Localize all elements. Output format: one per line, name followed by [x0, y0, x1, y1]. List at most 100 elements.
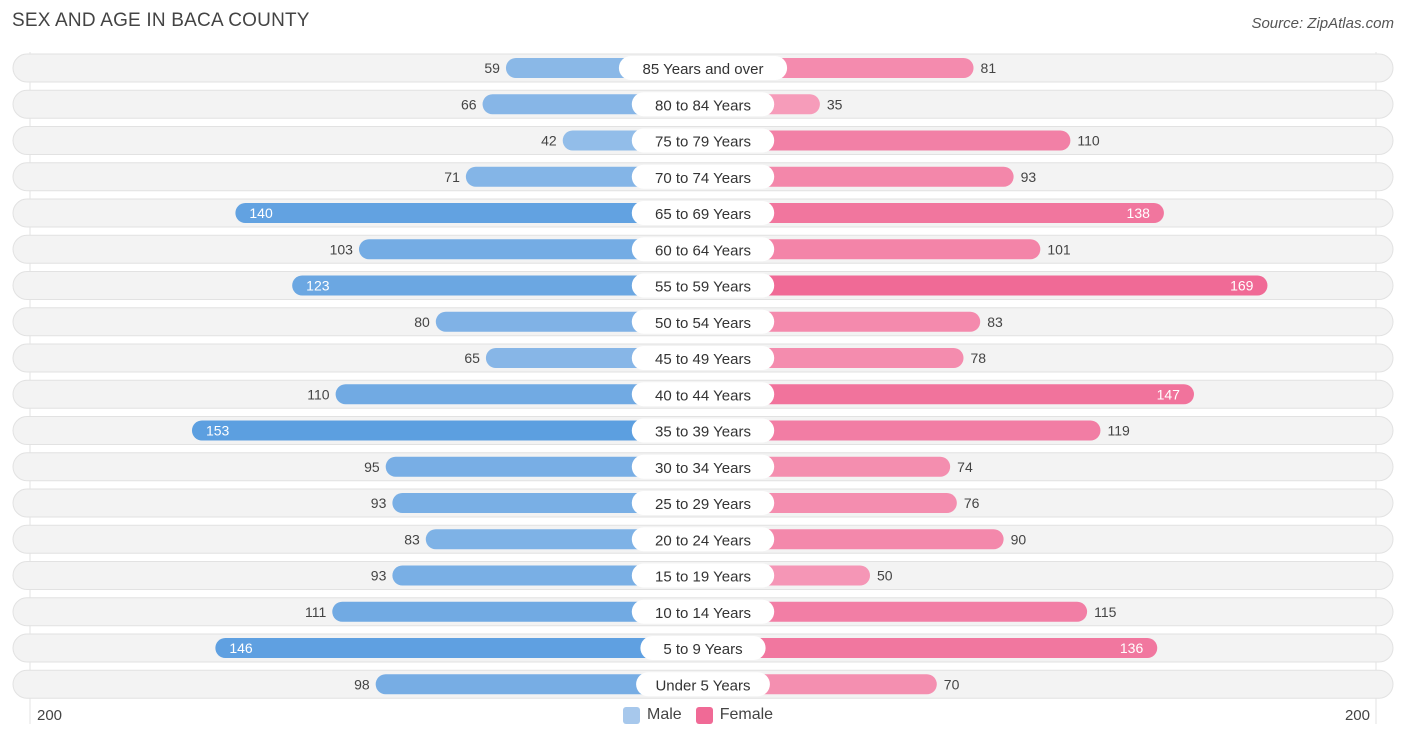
- category-label: 80 to 84 Years: [655, 97, 751, 114]
- category-label-pill: [631, 418, 775, 443]
- category-label-pill: [631, 454, 775, 479]
- category-label-pill: [618, 56, 788, 80]
- male-value-label: 93: [371, 495, 387, 511]
- male-bar: [392, 493, 703, 513]
- female-bar: [703, 130, 1071, 151]
- male-bar: [385, 456, 703, 477]
- female-value-label: 76: [964, 495, 980, 511]
- female-value-label: 119: [1107, 423, 1130, 439]
- female-value-label: 136: [1120, 640, 1144, 656]
- male-value-label: 98: [354, 676, 370, 692]
- female-bar: [703, 166, 1014, 187]
- female-value-label: 83: [987, 314, 1003, 330]
- category-label: 85 Years and over: [643, 61, 764, 78]
- female-bar: [703, 638, 1158, 658]
- category-label-pill: [631, 273, 775, 298]
- female-value-label: 110: [1077, 133, 1100, 149]
- category-label: 45 to 49 Years: [655, 351, 751, 368]
- male-value-label: 71: [444, 169, 460, 185]
- category-label-pill: [631, 128, 775, 153]
- category-label: 20 to 24 Years: [655, 532, 751, 549]
- female-value-label: 147: [1157, 386, 1181, 402]
- female-value-label: 138: [1127, 205, 1151, 221]
- male-value-label: 111: [305, 604, 326, 620]
- male-bar: [392, 565, 703, 586]
- category-label: 65 to 69 Years: [655, 206, 751, 223]
- category-label: 40 to 44 Years: [655, 387, 751, 404]
- legend-swatch-female: [695, 706, 713, 724]
- male-value-label: 110: [307, 386, 330, 402]
- chart-title: SEX AND AGE IN BACA COUNTY: [12, 10, 310, 31]
- female-bar: [703, 275, 1268, 296]
- male-value-label: 95: [364, 459, 380, 475]
- legend-label-female: Female: [719, 706, 774, 723]
- female-value-label: 81: [981, 60, 997, 76]
- male-bar: [332, 601, 703, 622]
- legend: Male Female: [623, 706, 787, 724]
- male-bar: [335, 384, 703, 405]
- category-label: 50 to 54 Years: [655, 315, 751, 332]
- category-label: 30 to 34 Years: [655, 460, 751, 477]
- category-label-pill: [631, 346, 775, 370]
- male-value-label: 146: [229, 640, 253, 656]
- male-value-label: 153: [206, 423, 230, 439]
- female-value-label: 50: [877, 568, 893, 584]
- male-value-label: 59: [484, 60, 500, 76]
- female-value-label: 169: [1230, 278, 1254, 294]
- legend-label-male: Male: [647, 706, 682, 723]
- category-label: 70 to 74 Years: [655, 170, 751, 187]
- female-bar: [703, 384, 1194, 405]
- female-value-label: 78: [971, 350, 987, 366]
- male-value-label: 140: [249, 205, 273, 221]
- category-label-pill: [631, 382, 775, 407]
- category-label-pill: [636, 672, 770, 697]
- category-label-pill: [640, 636, 766, 660]
- female-value-label: 93: [1021, 169, 1037, 185]
- female-value-label: 101: [1047, 241, 1071, 257]
- legend-item-male[interactable]: Male: [623, 706, 682, 724]
- male-bar: [215, 638, 704, 658]
- legend-swatch-male: [623, 706, 640, 724]
- male-value-label: 66: [461, 96, 477, 112]
- male-value-label: 83: [404, 531, 420, 547]
- category-label-pill: [631, 563, 775, 588]
- category-label-pill: [631, 491, 775, 515]
- category-label: 75 to 79 Years: [655, 134, 751, 151]
- male-value-label: 93: [371, 568, 387, 584]
- female-bar: [703, 529, 1004, 550]
- male-value-label: 123: [306, 278, 330, 294]
- category-label: 10 to 14 Years: [655, 605, 751, 622]
- female-value-label: 115: [1094, 604, 1117, 620]
- female-bar: [703, 239, 1041, 260]
- category-label: 5 to 9 Years: [663, 641, 742, 658]
- male-bar: [292, 275, 703, 296]
- category-label-pill: [631, 309, 775, 334]
- category-label: 35 to 39 Years: [655, 424, 751, 441]
- male-value-label: 103: [330, 241, 354, 257]
- category-label: 15 to 19 Years: [655, 569, 751, 586]
- category-label: Under 5 Years: [655, 677, 750, 694]
- female-bar: [703, 420, 1101, 441]
- male-value-label: 42: [541, 133, 557, 149]
- male-bar: [191, 420, 704, 441]
- category-label-pill: [631, 164, 775, 189]
- female-value-label: 90: [1011, 531, 1027, 547]
- axis-right-max-label: 200: [1344, 707, 1370, 724]
- legend-item-female[interactable]: Female: [695, 706, 774, 724]
- category-label-pill: [631, 237, 775, 262]
- female-value-label: 74: [957, 459, 973, 475]
- female-bar: [703, 203, 1164, 223]
- category-label-pill: [631, 92, 775, 117]
- category-label: 25 to 29 Years: [655, 496, 751, 513]
- female-value-label: 70: [944, 676, 960, 692]
- male-bar: [358, 239, 703, 260]
- source-label: Source: ZipAtlas.com: [1251, 15, 1394, 32]
- category-label: 55 to 59 Years: [655, 279, 751, 296]
- female-value-label: 35: [827, 96, 843, 112]
- male-bar: [235, 203, 703, 223]
- female-bar: [703, 601, 1088, 622]
- category-label-pill: [631, 201, 775, 225]
- male-value-label: 80: [414, 314, 430, 330]
- category-label-pill: [631, 599, 775, 624]
